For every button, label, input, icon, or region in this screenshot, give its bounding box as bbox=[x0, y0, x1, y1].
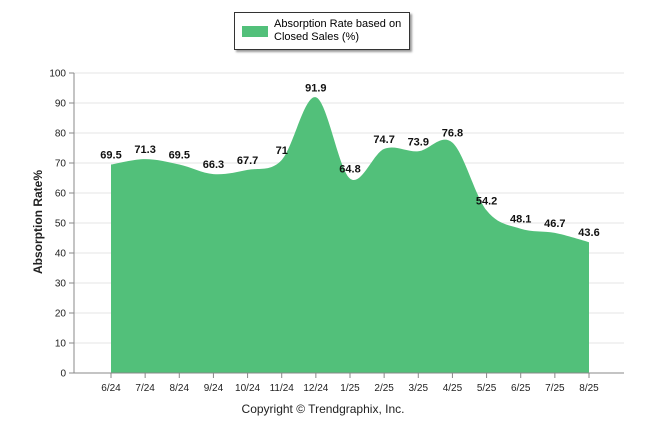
area-fill bbox=[111, 97, 589, 374]
data-label: 69.5 bbox=[169, 150, 190, 162]
y-tick-label: 90 bbox=[55, 99, 67, 110]
x-axis-ticks: 6/24 7/24 8/24 9/24 10/24 11/24 12/24 1/25 2/25 3… bbox=[101, 373, 599, 394]
y-tick-label: 30 bbox=[55, 279, 67, 290]
copyright-text: Copyright © Trendgraphix, Inc. bbox=[241, 402, 405, 416]
area-series bbox=[111, 97, 589, 374]
legend-swatch bbox=[242, 26, 268, 37]
y-tick-label: 0 bbox=[60, 369, 66, 380]
data-label: 46.7 bbox=[544, 218, 565, 230]
data-label: 67.7 bbox=[237, 155, 258, 167]
y-tick-label: 60 bbox=[55, 189, 67, 200]
x-tick-label: 8/24 bbox=[170, 383, 190, 394]
data-label: 71 bbox=[276, 145, 288, 157]
x-tick-label: 3/25 bbox=[409, 383, 429, 394]
y-tick-label: 40 bbox=[55, 249, 67, 260]
x-tick-label: 5/25 bbox=[477, 383, 497, 394]
y-tick-label: 80 bbox=[55, 129, 67, 140]
data-labels: 69.5 71.3 69.5 66.3 67.7 71 91.9 64.8 74.7 73.9 76… bbox=[100, 82, 599, 239]
y-tick-label: 20 bbox=[55, 309, 67, 320]
data-label: 66.3 bbox=[203, 159, 224, 171]
x-tick-label: 6/24 bbox=[101, 383, 121, 394]
x-tick-label: 8/25 bbox=[579, 383, 599, 394]
data-label: 69.5 bbox=[100, 150, 121, 162]
legend: Absorption Rate based on Closed Sales (%… bbox=[234, 12, 410, 50]
x-tick-label: 10/24 bbox=[235, 383, 260, 394]
x-tick-label: 12/24 bbox=[303, 383, 328, 394]
data-label: 64.8 bbox=[339, 164, 360, 176]
data-label: 48.1 bbox=[510, 214, 531, 226]
data-label: 76.8 bbox=[442, 128, 463, 140]
data-label: 43.6 bbox=[578, 227, 599, 239]
y-tick-label: 70 bbox=[55, 159, 67, 170]
x-tick-label: 1/25 bbox=[340, 383, 360, 394]
x-tick-label: 11/24 bbox=[270, 383, 295, 394]
legend-label: Absorption Rate based on Closed Sales (%… bbox=[274, 18, 402, 43]
y-axis-ticks: 0 10 20 30 40 50 60 70 80 90 100 bbox=[49, 69, 74, 380]
data-label: 74.7 bbox=[373, 134, 394, 146]
x-tick-label: 4/25 bbox=[443, 383, 463, 394]
x-tick-label: 7/25 bbox=[545, 383, 565, 394]
x-tick-label: 9/24 bbox=[204, 383, 224, 394]
y-tick-label: 100 bbox=[49, 69, 66, 80]
axes bbox=[73, 73, 624, 374]
x-tick-label: 2/25 bbox=[374, 383, 394, 394]
data-label: 54.2 bbox=[476, 195, 497, 207]
x-tick-label: 7/24 bbox=[135, 383, 155, 394]
y-tick-label: 50 bbox=[55, 219, 67, 230]
x-tick-label: 6/25 bbox=[511, 383, 531, 394]
data-label: 91.9 bbox=[305, 82, 326, 94]
y-axis-title: Absorption Rate% bbox=[31, 169, 45, 275]
y-tick-label: 10 bbox=[55, 339, 67, 350]
data-label: 71.3 bbox=[134, 144, 155, 156]
data-label: 73.9 bbox=[408, 136, 429, 148]
